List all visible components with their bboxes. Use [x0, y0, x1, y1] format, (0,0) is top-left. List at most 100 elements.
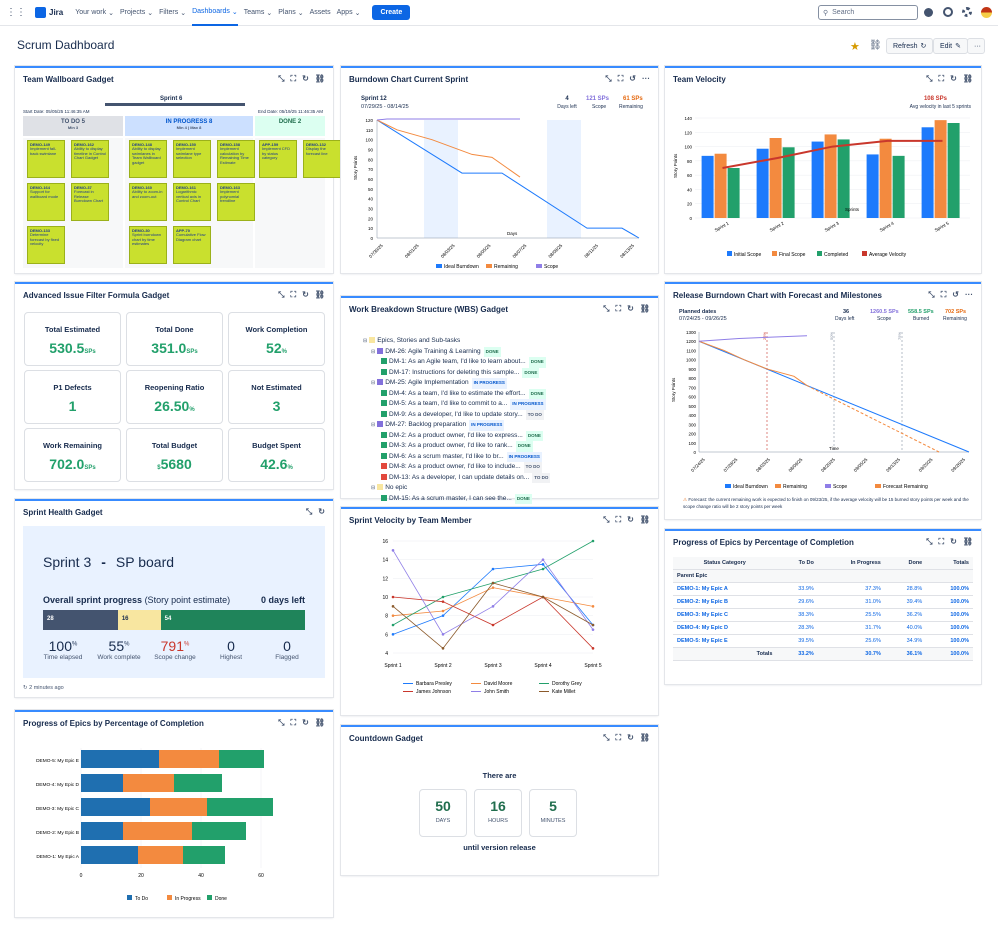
wbs-row[interactable]: DM-9: As a developer, I'd like to update…: [363, 409, 550, 420]
minimize-icon[interactable]: ⤡: [928, 290, 935, 299]
link-icon[interactable]: ⛓: [314, 74, 325, 83]
fullscreen-icon[interactable]: ⛶: [290, 718, 297, 727]
wbs-row[interactable]: ⊟ No epic: [363, 483, 550, 494]
issue-card[interactable]: DEMO-132 Display the forecast line: [303, 140, 341, 178]
refresh-button[interactable]: Refresh ↻: [886, 38, 934, 54]
link-icon[interactable]: ⛓: [639, 733, 650, 742]
wbs-row[interactable]: ⊟ Epics, Stories and Sub-tasks: [363, 336, 550, 347]
nav-filters[interactable]: Filters ⌄: [159, 9, 186, 17]
fullscreen-icon[interactable]: ⛶: [617, 74, 624, 83]
expand-icon[interactable]: ⊟: [363, 338, 368, 344]
issue-card[interactable]: APP-159 Implement CFD by status category: [259, 140, 297, 178]
refresh-icon[interactable]: ↻: [627, 733, 634, 742]
epic-link[interactable]: DEMO-1: My Epic A: [673, 582, 777, 596]
minimize-icon[interactable]: ⤡: [305, 507, 313, 516]
wbs-row[interactable]: DM-15: As a scrum master, I can see the.…: [363, 493, 550, 504]
wbs-row[interactable]: DM-5: As a team, I'd like to commit to a…: [363, 399, 550, 410]
issue-card[interactable]: DEMO-149 Implement fall-back swimlane: [27, 140, 65, 178]
nav-your-work[interactable]: Your work ⌄: [75, 9, 114, 17]
issue-card[interactable]: DEMO-133 Determine forecast by fixed velo…: [27, 226, 65, 264]
minimize-icon[interactable]: ⤡: [278, 718, 285, 727]
expand-icon[interactable]: ⊟: [371, 485, 376, 491]
wbs-row[interactable]: DM-4: As a team, I'd like to estimate th…: [363, 388, 550, 399]
issue-card[interactable]: DEMO-164 Support for wallboard mode: [27, 183, 65, 221]
refresh-icon[interactable]: ↻: [302, 74, 309, 83]
minimize-icon[interactable]: ⤡: [278, 290, 285, 299]
avatar[interactable]: [981, 7, 992, 18]
issue-card[interactable]: DEMO-30 Sprint burndown chart by time est…: [129, 226, 167, 264]
create-button[interactable]: Create: [372, 5, 411, 20]
reset-icon[interactable]: ↺: [629, 74, 636, 83]
fullscreen-icon[interactable]: ⛶: [938, 537, 945, 546]
expand-icon[interactable]: ⊟: [371, 380, 376, 386]
nav-assets[interactable]: Assets: [310, 9, 331, 16]
refresh-icon[interactable]: ↻: [627, 304, 634, 313]
refresh-icon[interactable]: ↻: [302, 718, 309, 727]
more-icon[interactable]: ···: [642, 74, 650, 83]
link-icon[interactable]: ⛓: [869, 40, 882, 51]
refresh-icon[interactable]: ↻: [950, 537, 957, 546]
fullscreen-icon[interactable]: ⛶: [615, 515, 622, 524]
search-input[interactable]: ⚲ Search: [818, 5, 918, 20]
reset-icon[interactable]: ↺: [952, 290, 959, 299]
link-icon[interactable]: ⛓: [639, 515, 650, 524]
star-icon[interactable]: ★: [850, 41, 860, 53]
fullscreen-icon[interactable]: ⛶: [290, 74, 297, 83]
minimize-icon[interactable]: ⤡: [605, 74, 612, 83]
nav-teams[interactable]: Teams ⌄: [244, 9, 273, 17]
wbs-row[interactable]: ⊟ DM-27: Backlog preparation IN PROGRESS: [363, 420, 550, 431]
link-icon[interactable]: ⛓: [314, 290, 325, 299]
minimize-icon[interactable]: ⤡: [278, 74, 285, 83]
wbs-row[interactable]: DM-3: As a product owner, I'd like to ra…: [363, 441, 550, 452]
epic-link[interactable]: DEMO-2: My Epic B: [673, 595, 777, 609]
link-icon[interactable]: ⛓: [314, 718, 325, 727]
nav-dashboards[interactable]: Dashboards ⌄: [192, 0, 238, 26]
fullscreen-icon[interactable]: ⛶: [938, 74, 945, 83]
fullscreen-icon[interactable]: ⛶: [615, 304, 622, 313]
minimize-icon[interactable]: ⤡: [603, 304, 610, 313]
epic-link[interactable]: DEMO-5: My Epic E: [673, 634, 777, 648]
refresh-icon[interactable]: ↻: [627, 515, 634, 524]
issue-card[interactable]: DEMO-158 Implement calculation by Remaini…: [217, 140, 255, 178]
fullscreen-icon[interactable]: ⛶: [290, 290, 297, 299]
notification-icon[interactable]: [924, 8, 933, 17]
link-icon[interactable]: ⛓: [962, 537, 973, 546]
more-icon[interactable]: ···: [965, 290, 973, 299]
more-button[interactable]: ···: [967, 38, 985, 54]
refresh-icon[interactable]: ↻: [302, 290, 309, 299]
wbs-row[interactable]: ⊟ DM-26: Agile Training & Learning DONE: [363, 346, 550, 357]
fullscreen-icon[interactable]: ⛶: [940, 290, 947, 299]
minimize-icon[interactable]: ⤡: [926, 74, 933, 83]
minimize-icon[interactable]: ⤡: [603, 515, 610, 524]
refresh-icon[interactable]: ↻: [318, 507, 325, 516]
issue-card[interactable]: DEMO-162 Ability to display timeline in C…: [71, 140, 109, 178]
issue-card[interactable]: DEMO-161 Logarithmic vertical axis in Con…: [173, 183, 211, 221]
fullscreen-icon[interactable]: ⛶: [615, 733, 622, 742]
refresh-icon[interactable]: ↻: [950, 74, 957, 83]
help-icon[interactable]: [943, 7, 953, 17]
edit-button[interactable]: Edit ✎: [933, 38, 968, 54]
wbs-row[interactable]: DM-6: As a scrum master, I'd like to br.…: [363, 451, 550, 462]
link-icon[interactable]: ⛓: [639, 304, 650, 313]
link-icon[interactable]: ⛓: [962, 74, 973, 83]
app-switcher-icon[interactable]: ⋮⋮: [6, 7, 26, 18]
wbs-row[interactable]: DM-2: As a product owner, I'd like to ex…: [363, 430, 550, 441]
wbs-row[interactable]: DM-13: As a developer, I can update deta…: [363, 472, 551, 483]
nav-apps[interactable]: Apps ⌄: [337, 9, 361, 17]
settings-icon[interactable]: [962, 7, 972, 17]
wbs-row[interactable]: ⊟ DM-25: Agile Implementation IN PROGRESS: [363, 378, 550, 389]
issue-card[interactable]: DEMO-37 Forecast in Release Burndown Char…: [71, 183, 109, 221]
issue-card[interactable]: DEMO-148 Ability to display swimlanes in …: [129, 140, 167, 178]
wbs-row[interactable]: DM-1: As an Agile team, I'd like to lear…: [363, 357, 550, 368]
epic-link[interactable]: DEMO-3: My Epic C: [673, 608, 777, 622]
issue-card[interactable]: DEMO-163 Implement polynomial trendline: [217, 183, 255, 221]
epic-link[interactable]: DEMO-4: My Epic D: [673, 621, 777, 635]
expand-icon[interactable]: ⊟: [371, 348, 376, 355]
wbs-row[interactable]: DM-17: Instructions for deleting this sa…: [363, 367, 550, 378]
minimize-icon[interactable]: ⤡: [603, 733, 610, 742]
issue-card[interactable]: DEMO-160 Ability to zoom-in and zoom-out: [129, 183, 167, 221]
wbs-row[interactable]: DM-8: As a product owner, I'd like to in…: [363, 462, 550, 473]
minimize-icon[interactable]: ⤡: [926, 537, 933, 546]
expand-icon[interactable]: ⊟: [371, 422, 376, 428]
nav-plans[interactable]: Plans ⌄: [278, 9, 303, 17]
